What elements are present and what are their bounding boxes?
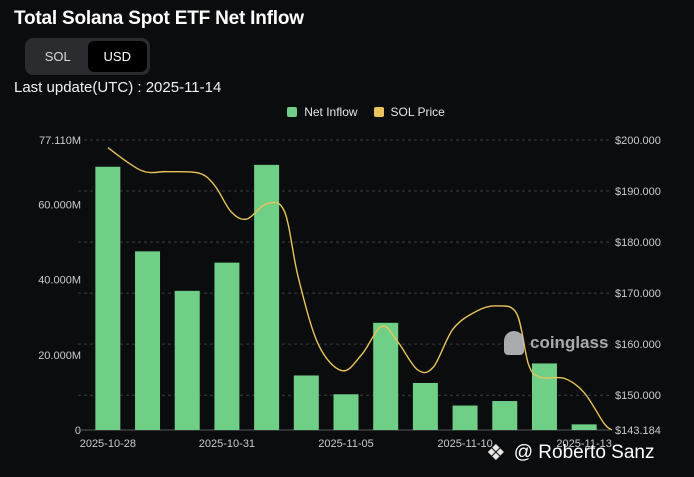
- price-line: [107, 147, 613, 431]
- toggle-usd-button[interactable]: USD: [87, 41, 147, 72]
- bar: [95, 166, 121, 430]
- bar: [412, 382, 438, 430]
- x-tick-label: 2025-10-28: [80, 438, 136, 450]
- x-tick-label: 2025-11-05: [318, 438, 373, 450]
- bar: [333, 394, 359, 430]
- y-right-tick-label: $180.000: [615, 237, 661, 249]
- y-left-tick-label: 20.000M: [38, 350, 81, 362]
- y-left-tick-label: 60.000M: [38, 199, 81, 211]
- y-left-tick-label: 77.110M: [39, 135, 81, 147]
- bar: [571, 424, 597, 430]
- y-right-tick-label: $190.000: [615, 186, 661, 198]
- bar: [492, 401, 518, 430]
- y-right-tick-label: $143.184: [615, 425, 661, 437]
- legend-swatch-sol-price: [373, 107, 384, 117]
- bar: [174, 290, 200, 430]
- unit-toggle[interactable]: SOL USD: [25, 38, 150, 75]
- last-update-text: Last update(UTC) : 2025-11-14: [14, 79, 222, 96]
- y-right-tick-label: $160.000: [615, 339, 661, 351]
- y-left-tick-label: 0: [75, 425, 81, 437]
- coinglass-logo-icon: [504, 331, 524, 355]
- legend-item-net-inflow[interactable]: Net Inflow: [287, 105, 358, 119]
- bar: [373, 322, 399, 430]
- chart-legend: Net Inflow SOL Price: [0, 105, 694, 119]
- bar: [531, 363, 557, 430]
- watermark-text: coinglass: [530, 333, 609, 352]
- x-tick-label: 2025-11-13: [556, 438, 611, 450]
- legend-label-sol-price: SOL Price: [390, 105, 445, 119]
- y-right-tick-label: $200.000: [615, 135, 661, 147]
- y-right-tick-label: $170.000: [615, 288, 661, 300]
- bar: [214, 262, 240, 430]
- coinglass-watermark: coinglass: [504, 331, 608, 355]
- y-right-tick-label: $150.000: [615, 390, 661, 402]
- x-tick-label: 2025-10-31: [199, 438, 255, 450]
- legend-label-net-inflow: Net Inflow: [304, 105, 358, 119]
- bar: [135, 251, 161, 430]
- bar: [293, 375, 319, 430]
- y-left-tick-label: 40.000M: [38, 275, 81, 287]
- author-credit: ❖ @ Roberto Sanz: [486, 440, 654, 466]
- binance-diamond-icon: ❖: [486, 440, 506, 465]
- chart-title: Total Solana Spot ETF Net Inflow: [14, 8, 304, 29]
- bar: [254, 164, 280, 430]
- credit-text: @ Roberto Sanz: [513, 442, 655, 463]
- legend-item-sol-price[interactable]: SOL Price: [373, 105, 445, 119]
- bar: [452, 405, 478, 430]
- legend-swatch-net-inflow: [287, 107, 298, 117]
- x-tick-label: 2025-11-10: [437, 438, 492, 450]
- toggle-sol-button[interactable]: SOL: [44, 49, 71, 64]
